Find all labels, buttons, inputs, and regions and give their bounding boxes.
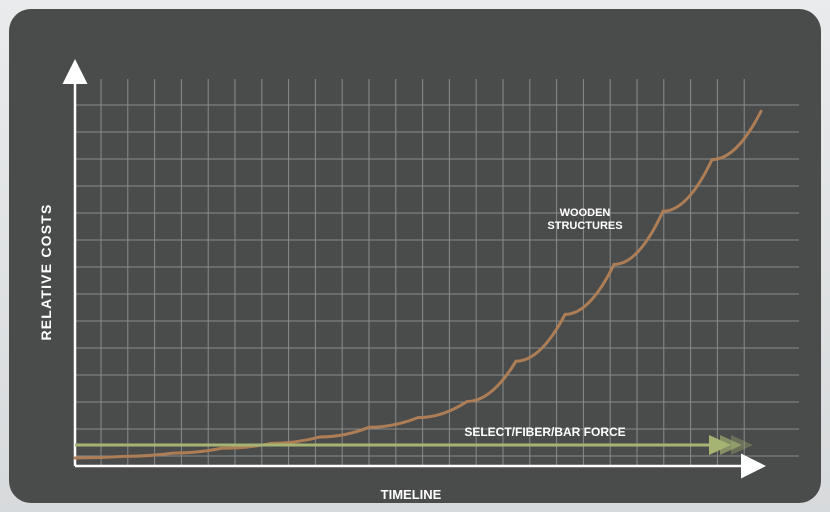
x-axis-label: TIMELINE: [381, 487, 442, 502]
fiber-force-arrowhead: [731, 435, 753, 456]
axes: [62, 59, 766, 479]
wooden-structures-label-line-1: WOODEN: [560, 207, 611, 219]
wooden-structures-label-line-2: STRUCTURES: [547, 220, 622, 232]
chart: TIMELINE RELATIVE COSTS WOODEN STRUCTURE…: [38, 59, 799, 502]
fiber-force-label: SELECT/FIBER/BAR FORCE: [464, 425, 625, 439]
y-axis-label: RELATIVE COSTS: [38, 203, 54, 340]
grid: [75, 79, 799, 466]
fiber-force-arrowhead: [720, 435, 742, 456]
series-layer: [73, 109, 763, 460]
fiber-force-arrows: [709, 435, 753, 456]
chart-panel: TIMELINE RELATIVE COSTS WOODEN STRUCTURE…: [9, 9, 821, 503]
wooden-structures-line: [73, 109, 763, 460]
